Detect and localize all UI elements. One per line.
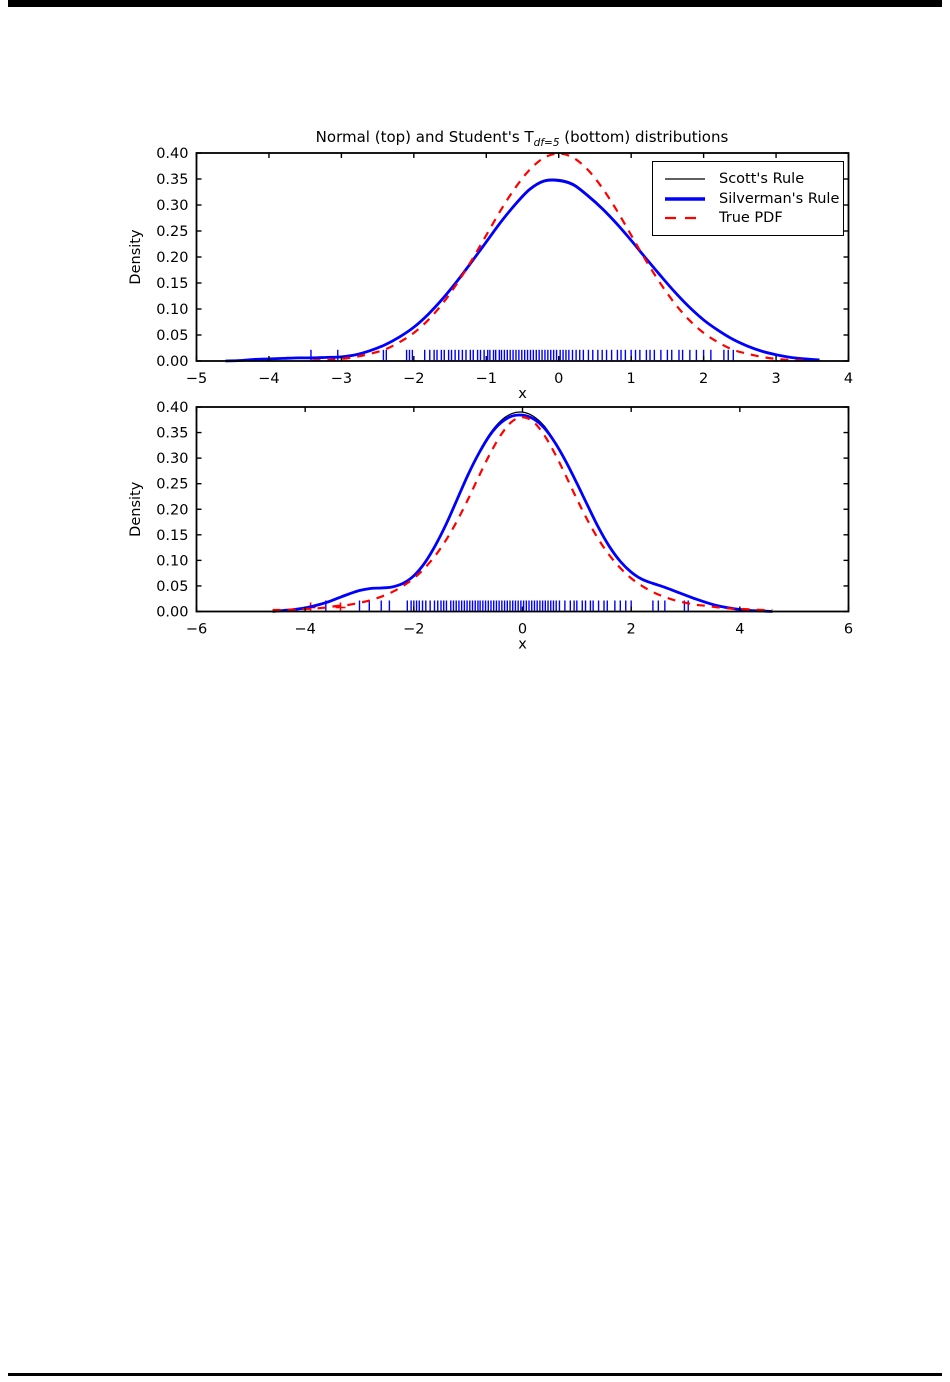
- y-tick-label: 0.15: [156, 276, 188, 292]
- legend-label-silverman: Silverman's Rule: [719, 190, 840, 207]
- y-tick-label: 0.40: [156, 400, 188, 416]
- x-tick-label: −6: [186, 622, 207, 638]
- legend-entry-truepdf: True PDF: [663, 208, 833, 228]
- y-tick-label: 0.30: [156, 451, 188, 467]
- true-pdf-dashed-line-sample: [665, 217, 705, 220]
- scott-rule-line-sample: [665, 178, 705, 180]
- y-tick-label: 0.25: [156, 477, 188, 493]
- y-axis-label: Density: [128, 229, 144, 285]
- y-tick-label: 0.40: [156, 146, 188, 162]
- x-axis-label: x: [518, 386, 527, 402]
- y-tick-label: 0.30: [156, 198, 188, 214]
- legend-label-scott: Scott's Rule: [719, 170, 805, 187]
- page-top-rule: [8, 0, 942, 7]
- figure-canvas: −5 −4 −3 −2 −1 0 1 2 3 4 0.00 0.05 0.10 0.15 0.20 0.25 0…: [128, 146, 853, 653]
- x-axis-label: x: [518, 637, 527, 653]
- x-tick-label: 4: [844, 371, 853, 387]
- y-tick-label: 0.35: [156, 426, 188, 442]
- page-bottom-rule: [8, 1373, 942, 1376]
- figure-title: Normal (top) and Student's Tdf=5 (bottom…: [196, 128, 848, 149]
- x-tick-label: 6: [844, 622, 853, 638]
- x-tick-label: 0: [554, 371, 563, 387]
- silverman-rule-line-sample: [665, 196, 705, 201]
- series-silverman-s-rule: [225, 178, 820, 363]
- figure-title-subscript: df=5: [533, 137, 560, 149]
- x-tick-label: 0: [518, 622, 527, 638]
- y-tick-label: 0.00: [156, 605, 188, 621]
- x-tick-label: −3: [331, 371, 352, 387]
- y-tick-label: 0.20: [156, 250, 188, 266]
- y-tick-label: 0.20: [156, 502, 188, 518]
- y-axis-label: Density: [128, 481, 144, 537]
- y-tick-label: 0.05: [156, 579, 188, 595]
- y-tick-label: 0.15: [156, 528, 188, 544]
- figure: Normal (top) and Student's Tdf=5 (bottom…: [128, 128, 853, 653]
- x-tick-label: 2: [699, 371, 708, 387]
- x-tick-label: −1: [476, 371, 497, 387]
- legend-label-truepdf: True PDF: [719, 210, 783, 227]
- y-tick-label: 0.35: [156, 172, 188, 188]
- figure-title-suffix: (bottom) distributions: [559, 128, 729, 146]
- x-tick-label: 3: [771, 371, 780, 387]
- y-tick-label: 0.10: [156, 553, 188, 569]
- series-true-pdf: [272, 416, 773, 612]
- x-tick-label: −2: [403, 371, 424, 387]
- x-tick-label: −4: [294, 622, 315, 638]
- y-tick-label: 0.10: [156, 302, 188, 318]
- x-tick-label: 1: [627, 371, 636, 387]
- x-tick-label: 4: [735, 622, 744, 638]
- x-tick-label: −4: [258, 371, 279, 387]
- x-tick-label: −2: [403, 622, 424, 638]
- legend-entry-scott: Scott's Rule: [663, 169, 833, 189]
- x-tick-label: −5: [186, 371, 207, 387]
- series-silverman-s-rule: [272, 413, 773, 613]
- series-scott-s-rule: [272, 411, 773, 613]
- axes-frame: [195, 406, 850, 613]
- legend: Scott's Rule Silverman's Rule True PDF: [652, 161, 844, 236]
- y-tick-label: 0.25: [156, 224, 188, 240]
- y-tick-label: 0.05: [156, 328, 188, 344]
- x-tick-label: 2: [627, 622, 636, 638]
- y-tick-label: 0.00: [156, 354, 188, 370]
- legend-entry-silverman: Silverman's Rule: [663, 189, 839, 209]
- figure-title-prefix: Normal (top) and Student's T: [315, 128, 534, 146]
